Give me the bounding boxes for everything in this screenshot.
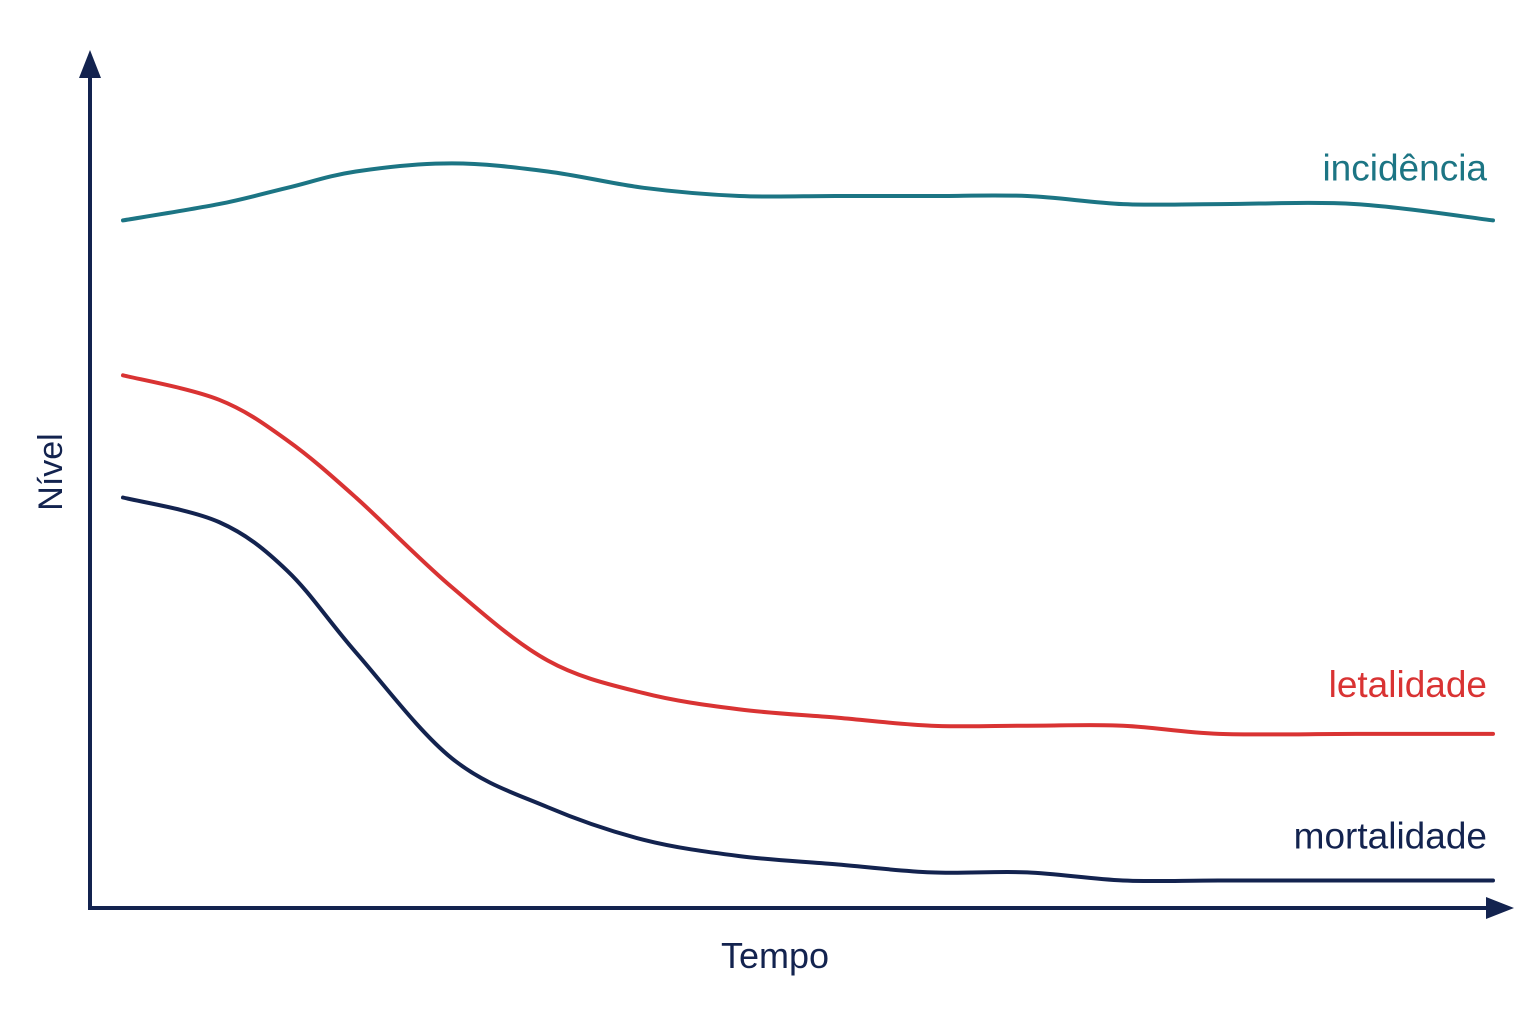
y-axis-arrow-icon (79, 50, 101, 78)
series-line-incidencia (121, 161, 1495, 223)
axes (79, 50, 1514, 919)
y-axis-label: Nível (32, 433, 70, 510)
series-line-mortalidade (121, 495, 1495, 884)
x-axis-arrow-icon (1486, 897, 1514, 919)
series-label-incidencia: incidência (1322, 147, 1487, 188)
series-label-mortalidade: mortalidade (1294, 816, 1487, 857)
series-line-letalidade (121, 373, 1495, 737)
x-axis-label: Tempo (721, 935, 829, 976)
series-layer (121, 161, 1495, 884)
series-label-letalidade: letalidade (1329, 664, 1487, 705)
series-labels: incidência letalidade mortalidade (1294, 147, 1488, 856)
